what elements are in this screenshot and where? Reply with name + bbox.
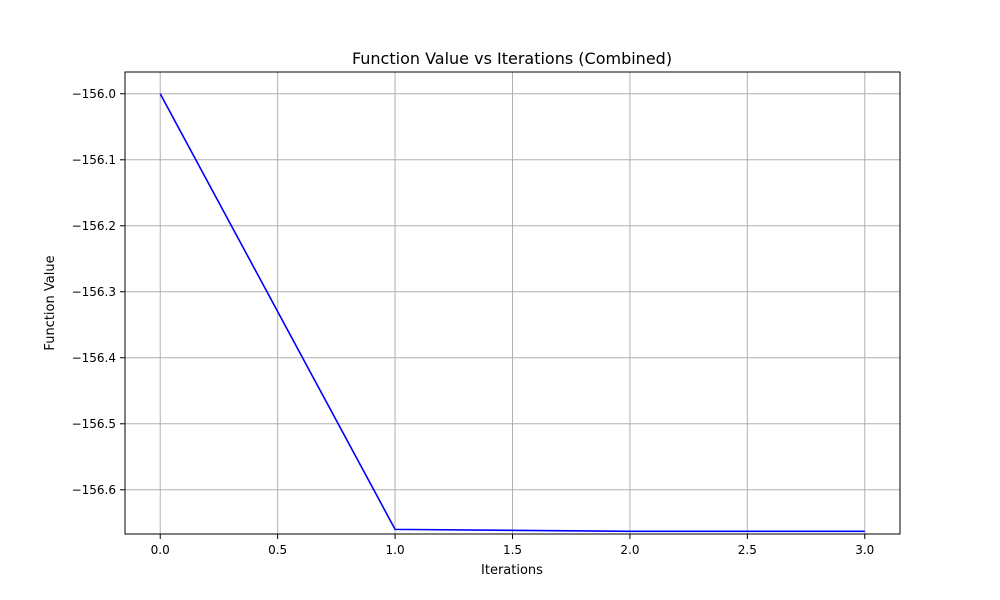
chart-title: Function Value vs Iterations (Combined) bbox=[352, 49, 672, 68]
y-tick-label: −156.4 bbox=[72, 351, 116, 365]
x-tick-label: 0.5 bbox=[268, 543, 287, 557]
x-tick-label: 3.0 bbox=[855, 543, 874, 557]
x-tick-label: 2.0 bbox=[620, 543, 639, 557]
grid-lines bbox=[125, 72, 900, 534]
series-layer bbox=[159, 93, 865, 533]
y-tick-label: −156.0 bbox=[72, 87, 116, 101]
y-tick-label: −156.3 bbox=[72, 285, 116, 299]
y-axis-label: Function Value bbox=[43, 255, 58, 350]
x-tick-label: 1.0 bbox=[386, 543, 405, 557]
x-axis-label: Iterations bbox=[481, 563, 543, 578]
series-line bbox=[159, 93, 865, 533]
x-tick-label: 2.5 bbox=[738, 543, 757, 557]
x-tick-label: 1.5 bbox=[503, 543, 522, 557]
y-tick-label: −156.6 bbox=[72, 483, 116, 497]
y-tick-label: −156.2 bbox=[72, 219, 116, 233]
y-tick-label: −156.1 bbox=[72, 153, 116, 167]
axis-ticks: 0.0 0.5 1.0 1.5 2.0 2.5 3.0 −156.0 −156.1 −156.2 −… bbox=[72, 87, 875, 557]
y-tick-label: −156.5 bbox=[72, 417, 116, 431]
x-tick-label: 0.0 bbox=[151, 543, 170, 557]
